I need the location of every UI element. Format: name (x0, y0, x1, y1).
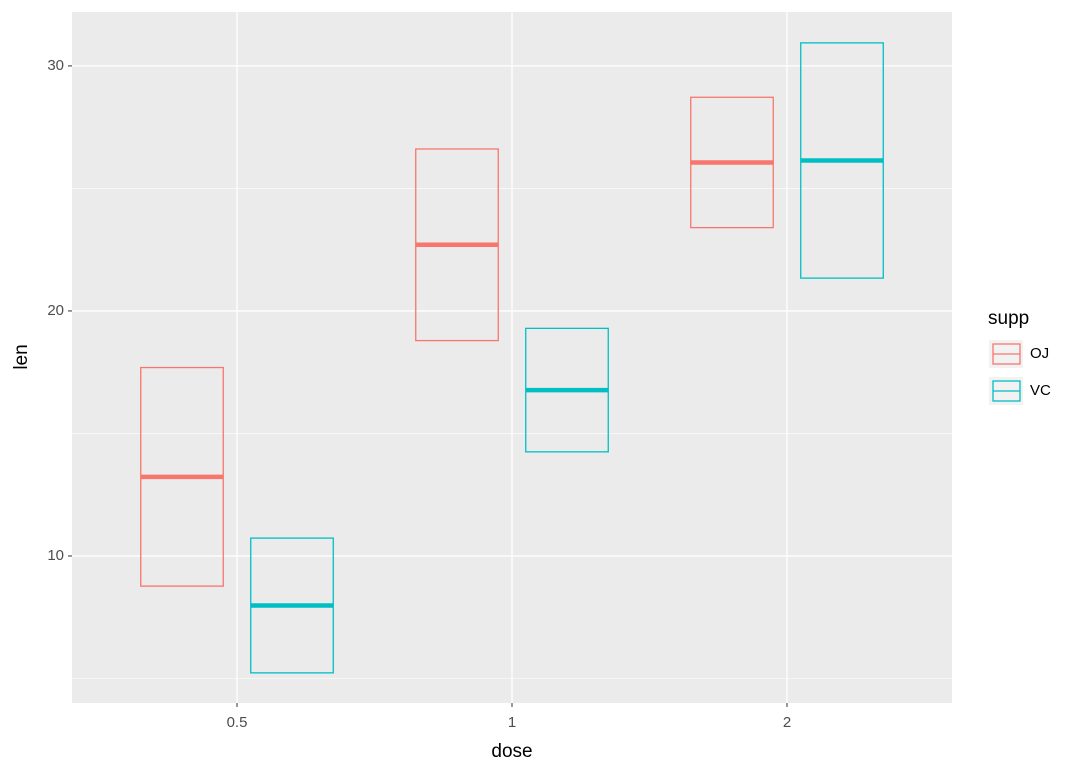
legend-title: supp (988, 308, 1029, 329)
legend-label: OJ (1030, 345, 1049, 362)
y-axis-title: len (11, 344, 32, 369)
legend-label: VC (1030, 382, 1051, 399)
y-tick-label: 30 (47, 57, 64, 74)
y-tick-label: 20 (47, 302, 64, 319)
x-tick-label: 2 (783, 714, 791, 731)
x-tick-label: 1 (508, 714, 516, 731)
y-tick-label: 10 (47, 547, 64, 564)
x-axis-title: dose (491, 741, 532, 762)
x-tick-label: 0.5 (227, 714, 248, 731)
